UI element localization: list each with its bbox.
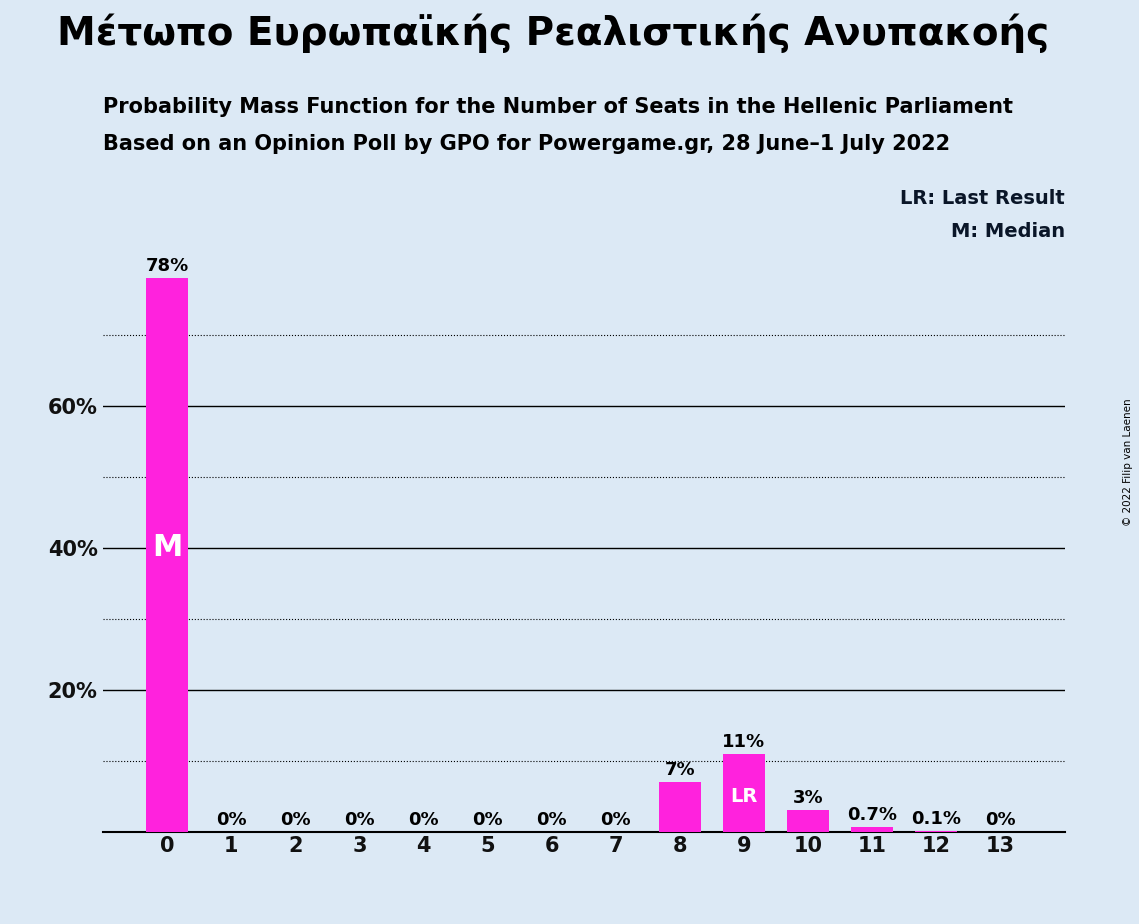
Text: 0%: 0% — [600, 810, 631, 829]
Text: © 2022 Filip van Laenen: © 2022 Filip van Laenen — [1123, 398, 1133, 526]
Text: 0%: 0% — [536, 810, 567, 829]
Bar — [146, 278, 188, 832]
Text: 0.7%: 0.7% — [847, 806, 898, 824]
Text: M: Median: M: Median — [951, 222, 1065, 241]
Text: 0%: 0% — [408, 810, 439, 829]
Text: 0.1%: 0.1% — [911, 810, 961, 828]
Text: 0%: 0% — [280, 810, 311, 829]
Text: 3%: 3% — [793, 789, 823, 808]
Bar — [851, 827, 893, 832]
Text: LR: LR — [730, 787, 757, 806]
Text: M: M — [151, 533, 182, 563]
Bar — [659, 782, 700, 832]
Text: Μέτωπο Ευρωπαϊκής Ρεαλιστικής Ανυπακοής: Μέτωπο Ευρωπαϊκής Ρεαλιστικής Ανυπακοής — [57, 14, 1049, 54]
Bar — [723, 754, 764, 832]
Text: Based on an Opinion Poll by GPO for Powergame.gr, 28 June–1 July 2022: Based on an Opinion Poll by GPO for Powe… — [103, 134, 950, 154]
Text: 0%: 0% — [344, 810, 375, 829]
Text: 78%: 78% — [146, 258, 189, 275]
Text: 0%: 0% — [216, 810, 246, 829]
Text: Probability Mass Function for the Number of Seats in the Hellenic Parliament: Probability Mass Function for the Number… — [103, 97, 1013, 117]
Bar — [787, 810, 829, 832]
Text: LR: Last Result: LR: Last Result — [900, 189, 1065, 209]
Text: 0%: 0% — [985, 810, 1016, 829]
Text: 7%: 7% — [664, 761, 695, 779]
Text: 11%: 11% — [722, 733, 765, 750]
Text: 0%: 0% — [473, 810, 503, 829]
